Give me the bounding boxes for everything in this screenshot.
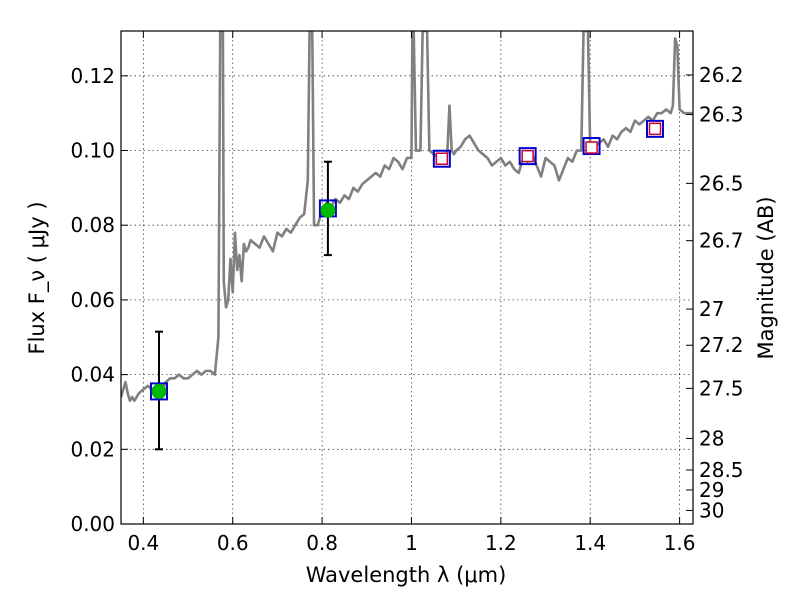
y-tick-label: 0.06 <box>70 288 115 312</box>
model-box-3 <box>432 149 451 168</box>
magnitude-tick-label: 26.3 <box>699 102 744 126</box>
magnitude-axis-label: Magnitude (AB) <box>754 196 778 359</box>
x-axis-label: Wavelength λ (μm) <box>306 563 507 587</box>
y-tick-label: 0.04 <box>70 363 115 387</box>
y-axis-label: Flux F_ν ( μJy ) <box>25 201 50 354</box>
y-tick-label: 0.10 <box>70 139 115 163</box>
x-tick-label: 1 <box>405 531 418 555</box>
axes-frame <box>120 30 694 525</box>
x-tick-label: 0.4 <box>127 531 159 555</box>
grid-lines <box>121 31 693 525</box>
spectrum-line <box>121 31 693 403</box>
y-tick-label: 0.00 <box>70 512 115 536</box>
x-tick-label: 1.2 <box>485 531 517 555</box>
predicted-box-1 <box>435 152 449 165</box>
observed-point-2 <box>320 202 336 218</box>
predicted-box-3 <box>585 141 598 154</box>
y-axis-ticks: 0.00 0.02 0.04 0.06 0.08 0.10 0.12 <box>70 64 128 536</box>
magnitude-tick-label: 26.2 <box>699 63 744 87</box>
plot-frame <box>120 30 694 525</box>
plot-area <box>121 31 693 451</box>
magnitude-tick-label: 27.2 <box>699 333 744 357</box>
x-axis-ticks: 0.4 0.6 0.8 1 1.2 1.4 1.6 <box>127 31 696 555</box>
magnitude-tick-label: 29 <box>699 478 724 502</box>
predicted-box-4 <box>648 122 662 136</box>
x-tick-label: 1.6 <box>664 531 696 555</box>
y-tick-label: 0.08 <box>70 213 115 237</box>
magnitude-tick-label: 30 <box>699 498 724 522</box>
y-tick-label: 0.02 <box>70 437 115 461</box>
x-tick-label: 1.4 <box>574 531 606 555</box>
magnitude-tick-label: 28.5 <box>699 458 744 482</box>
magnitude-tick-label: 26.5 <box>699 171 744 195</box>
model-box-1 <box>149 382 168 401</box>
model-box-4 <box>518 147 537 166</box>
magnitude-tick-label: 26.7 <box>699 229 744 253</box>
model-box-6 <box>646 119 665 138</box>
magnitude-tick-label: 27 <box>699 297 724 321</box>
x-tick-label: 0.8 <box>306 531 338 555</box>
x-tick-label: 0.6 <box>217 531 249 555</box>
observed-point-1 <box>151 383 167 399</box>
magnitude-tick-label: 28 <box>699 426 724 450</box>
y-tick-label: 0.12 <box>70 64 115 88</box>
predicted-box-2 <box>521 149 534 163</box>
model-box-5 <box>582 137 601 156</box>
magnitude-tick-label: 27.5 <box>699 376 744 400</box>
